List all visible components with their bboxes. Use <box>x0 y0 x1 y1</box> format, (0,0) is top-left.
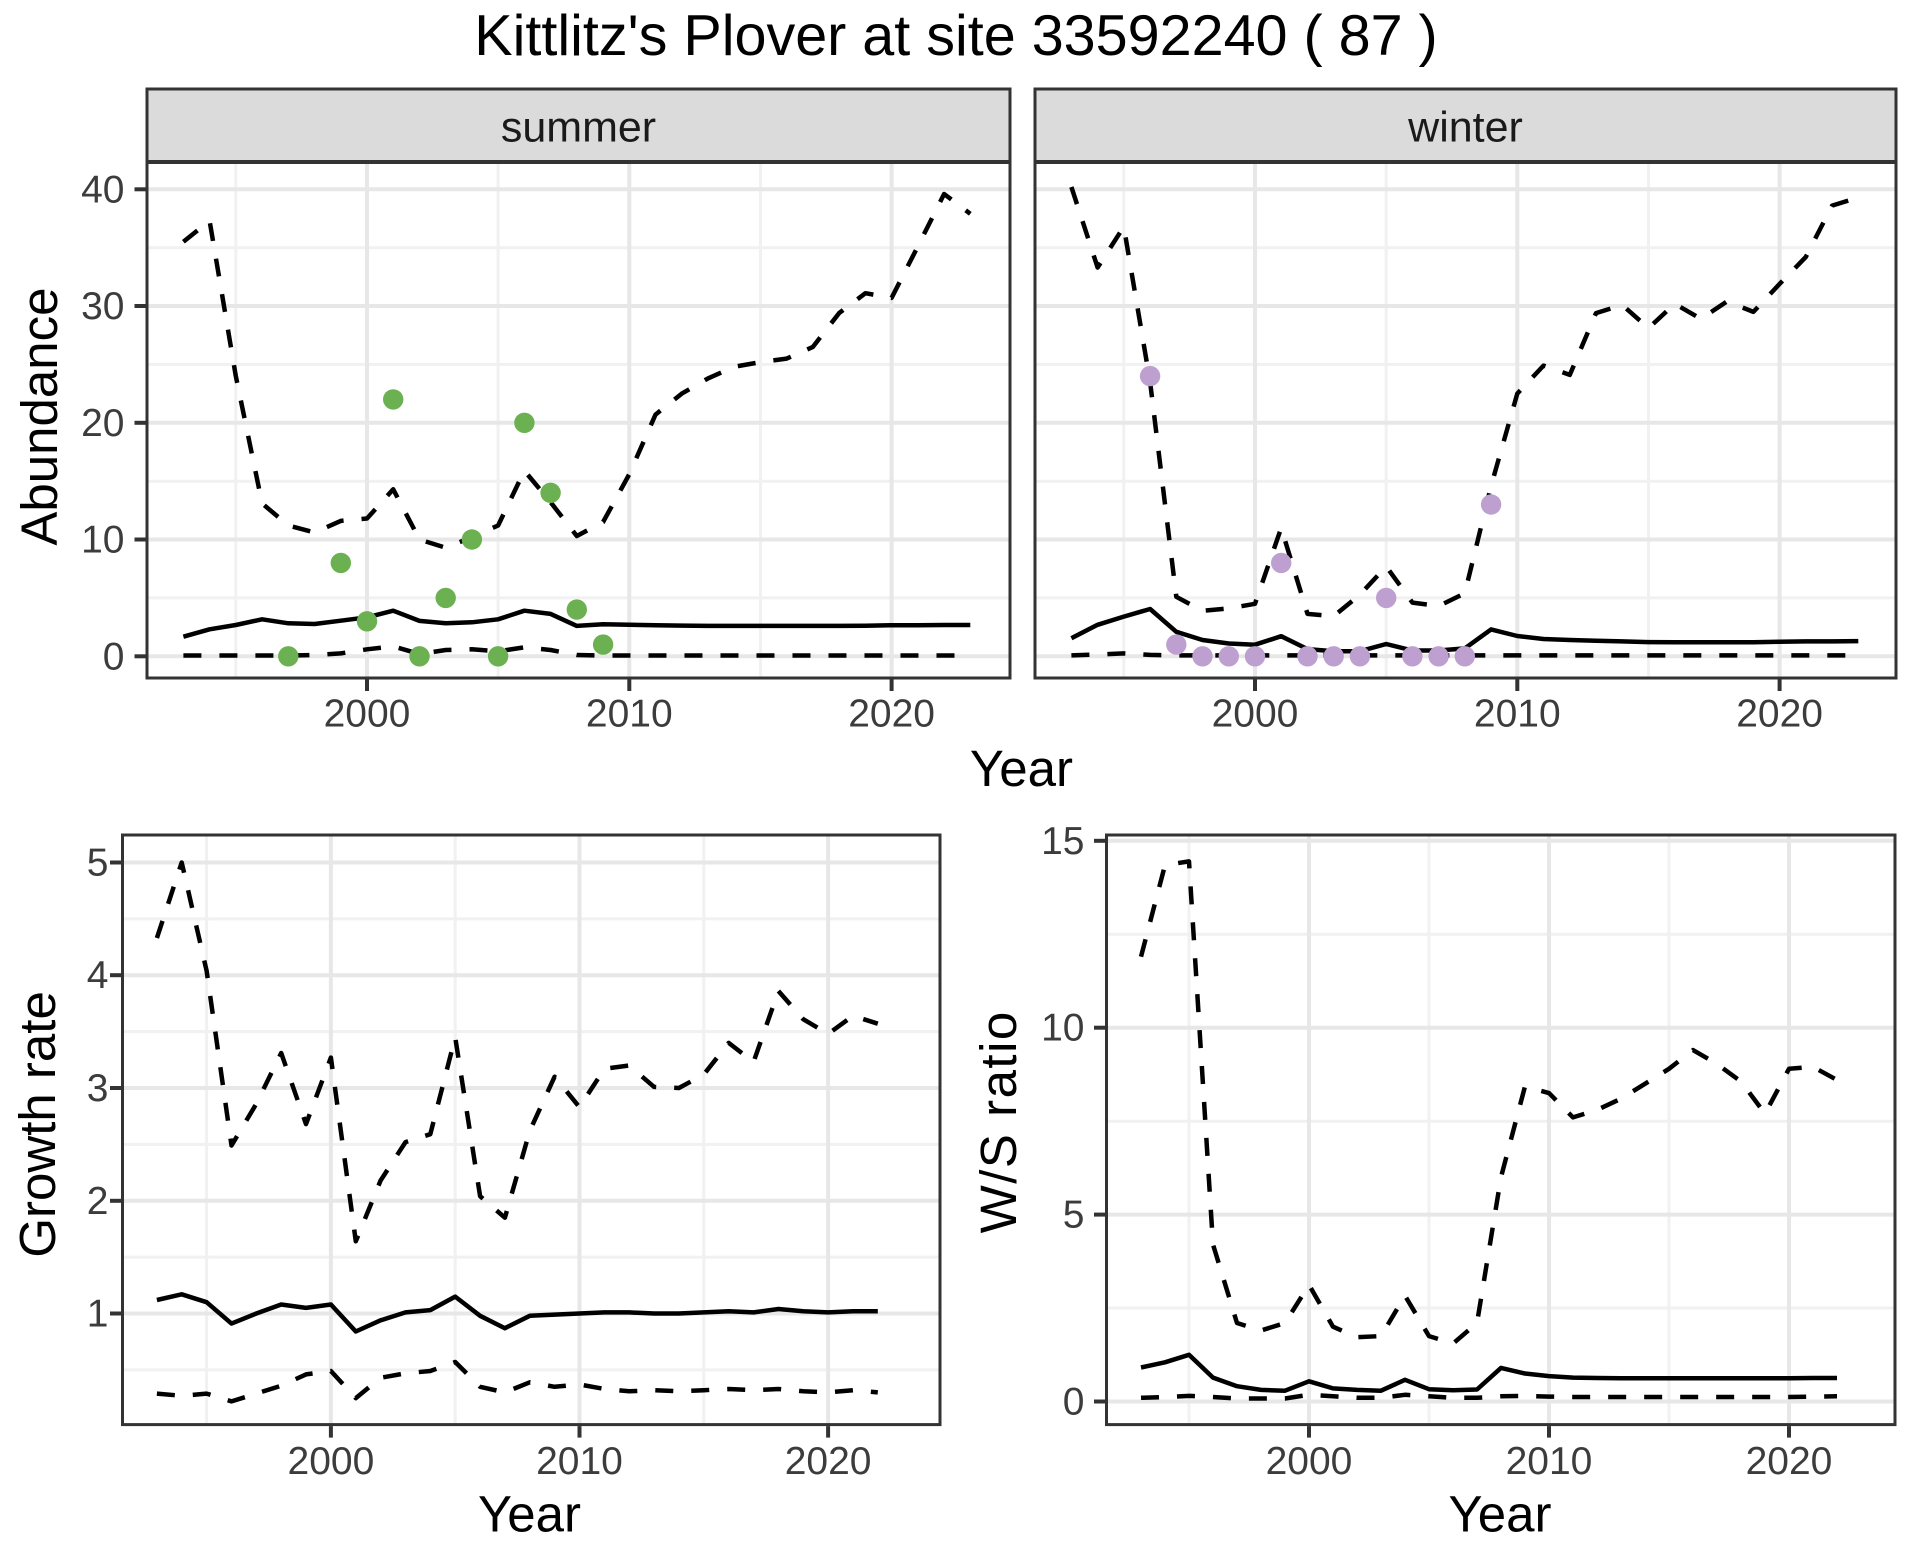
svg-text:winter: winter <box>1407 104 1523 152</box>
svg-text:2020: 2020 <box>785 1440 872 1483</box>
svg-text:10: 10 <box>81 519 124 562</box>
svg-text:2020: 2020 <box>848 693 935 736</box>
svg-text:2: 2 <box>87 1180 109 1223</box>
svg-text:0: 0 <box>1063 1381 1085 1424</box>
svg-text:2010: 2010 <box>1506 1440 1593 1483</box>
svg-text:2000: 2000 <box>1212 693 1299 736</box>
svg-text:Year: Year <box>478 1486 581 1543</box>
svg-text:0: 0 <box>103 635 125 678</box>
svg-text:summer: summer <box>501 104 656 152</box>
svg-text:3: 3 <box>87 1067 109 1110</box>
svg-text:5: 5 <box>1063 1194 1085 1237</box>
svg-text:Year: Year <box>970 740 1073 797</box>
svg-text:5: 5 <box>87 842 109 885</box>
svg-text:W/S ratio: W/S ratio <box>970 1010 1027 1233</box>
svg-text:Year: Year <box>1448 1486 1551 1543</box>
svg-text:10: 10 <box>1041 1007 1084 1050</box>
svg-text:30: 30 <box>81 285 124 328</box>
svg-text:Abundance: Abundance <box>11 288 68 546</box>
svg-text:40: 40 <box>81 168 124 211</box>
svg-text:1: 1 <box>87 1293 109 1336</box>
svg-text:4: 4 <box>87 954 109 997</box>
svg-text:2010: 2010 <box>586 693 673 736</box>
svg-text:2020: 2020 <box>1746 1440 1833 1483</box>
svg-text:2000: 2000 <box>324 693 411 736</box>
svg-text:2000: 2000 <box>1266 1440 1353 1483</box>
svg-text:Growth rate: Growth rate <box>9 991 66 1257</box>
svg-text:15: 15 <box>1041 820 1084 863</box>
svg-text:2020: 2020 <box>1736 693 1823 736</box>
svg-text:2000: 2000 <box>288 1440 375 1483</box>
svg-text:Kittlitz's Plover at site 3359: Kittlitz's Plover at site 33592240 ( 87 … <box>474 4 1437 68</box>
svg-text:2010: 2010 <box>536 1440 623 1483</box>
svg-text:20: 20 <box>81 402 124 445</box>
svg-text:2010: 2010 <box>1474 693 1561 736</box>
